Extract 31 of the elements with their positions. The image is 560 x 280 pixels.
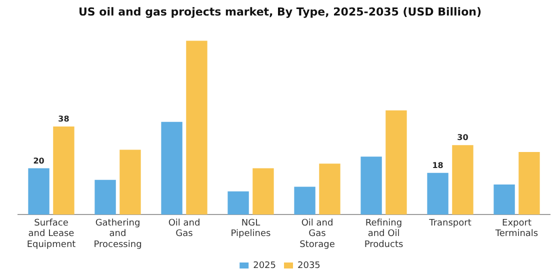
bar [186,40,208,215]
bar [228,191,249,215]
x-tick-label: Gathering and Processing [94,218,142,250]
bar [53,126,74,215]
data-label: 18 [432,160,444,170]
data-label: 30 [457,133,469,142]
bar [360,156,382,215]
x-tick-label: Oil and Gas [168,218,200,240]
bar [28,168,50,215]
bar [294,186,316,215]
legend-label: 2025 [253,260,276,271]
chart-title: US oil and gas projects market, By Type, 2025-2035 (USD Billion) [78,5,482,18]
legend-label: 2035 [298,260,320,271]
x-tick-label: Export Terminals [494,218,538,240]
bar [252,168,274,215]
bar [120,150,141,215]
bar [161,122,182,215]
bar [319,164,340,215]
bar [518,152,540,215]
data-label: 38 [58,114,70,124]
bar [386,110,407,215]
x-tick-label: Transport [428,218,472,228]
x-tick-label: NGL Pipelines [230,218,272,240]
bar [494,184,515,215]
bar [427,172,448,215]
x-tick-label: Refining and Oil Products [364,218,404,250]
x-tick-label: Surface and Lease Equipment [26,218,76,250]
data-label: 20 [33,156,45,166]
x-tick-label: Oil and Gas Storage [300,218,336,250]
bar [452,145,474,215]
bar [94,180,116,215]
